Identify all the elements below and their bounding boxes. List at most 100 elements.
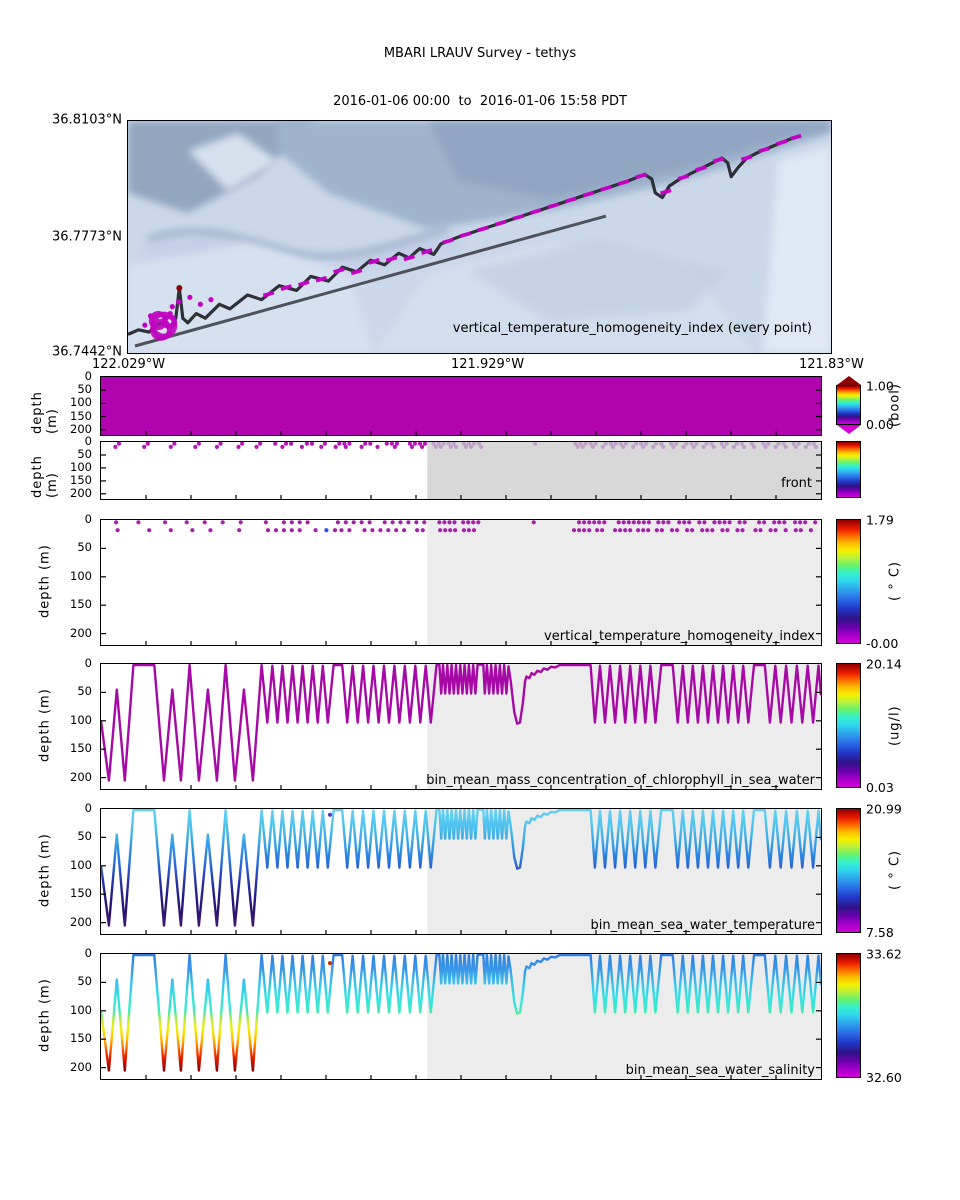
y-tick-label: 200 (70, 769, 92, 784)
bool-fill (101, 377, 821, 435)
y-tick-label: 200 (70, 1059, 92, 1074)
axis-ticks (101, 981, 821, 1079)
colorbar-max-label: 1.00 (866, 378, 894, 394)
y-tick-label: 50 (77, 540, 92, 555)
y-tick-label: 50 (77, 829, 92, 844)
profile-line (101, 954, 821, 1072)
night-shading (427, 520, 821, 645)
colorbar-unit-label: (ug/l) (887, 705, 903, 746)
plot-0 (100, 376, 822, 436)
colorbar-3 (836, 663, 861, 788)
colorbar-min-label: 7.58 (866, 924, 894, 940)
scatter-dots (113, 442, 819, 449)
panel-annotation: bin_mean_sea_water_temperature (590, 918, 815, 933)
y-tick-label: 0 (84, 946, 92, 960)
sample-dashes (262, 133, 802, 298)
y-tick-label: 100 (70, 712, 92, 727)
y-tick-label: 50 (77, 684, 92, 699)
y-tick-labels: 0 50 100 150 200 (58, 434, 96, 500)
colorbar-gradient (836, 519, 861, 644)
y-tick-label: 150 (70, 886, 92, 901)
y-tick-label: 150 (70, 1031, 92, 1046)
lon-label-right: 121.83°W (799, 357, 864, 372)
y-axis-label: depth (m) (30, 391, 60, 434)
colorbar-max-label: 20.14 (866, 656, 902, 672)
y-tick-label: 200 (70, 485, 92, 500)
y-tick-label: 100 (70, 857, 92, 872)
profile-line (101, 664, 821, 782)
y-tick-labels: 0 50 100 150 200 (58, 656, 96, 788)
y-tick-label: 200 (70, 914, 92, 929)
lat-label-bottom: 36.7442°N (52, 344, 122, 360)
colorbar-unit-label: (bool) (887, 383, 903, 427)
y-tick-labels: 0 50 100 150 200 (58, 369, 96, 436)
y-tick-label: 0 (84, 801, 92, 815)
map-annotation: vertical_temperature_homogeneity_index (… (452, 321, 812, 336)
night-shading (427, 442, 821, 499)
panel-annotation: vertical_temperature_homogeneity_index (544, 629, 815, 644)
y-tick-label: 200 (70, 625, 92, 640)
colorbar-max-label: 20.99 (866, 801, 902, 817)
y-tick-label: 100 (70, 459, 92, 474)
colorbar-gradient (836, 808, 861, 933)
colorbar-min-label: -0.00 (866, 635, 899, 651)
colorbar-gradient (836, 385, 861, 425)
stray-dot (328, 961, 332, 966)
loop-cluster (142, 294, 214, 341)
plot-2: vertical_temperature_homogeneity_index (100, 519, 822, 646)
colorbar-0 (836, 376, 861, 434)
panel-annotation: bin_mean_mass_concentration_of_chlorophy… (426, 773, 815, 788)
panel-annotation: bin_mean_sea_water_salinity (625, 1063, 815, 1078)
stray-dot (328, 812, 332, 817)
axis-ticks (101, 547, 821, 645)
y-tick-label: 50 (77, 974, 92, 989)
colorbar-min-label: 0.03 (866, 779, 894, 795)
colorbar-extend-top (836, 376, 861, 385)
axis-ticks (101, 454, 821, 499)
y-axis-label: depth (m) (37, 833, 53, 908)
y-tick-label: 100 (70, 568, 92, 583)
y-tick-label: 0 (84, 656, 92, 670)
axis-ticks (101, 836, 821, 934)
red-dot (176, 285, 183, 292)
y-tick-label: 100 (70, 395, 92, 410)
colorbar-1 (836, 441, 861, 498)
colorbar-gradient (836, 953, 861, 1078)
plot-3: bin_mean_mass_concentration_of_chlorophy… (100, 663, 822, 790)
scatter-dots (114, 520, 818, 533)
y-tick-label: 150 (70, 472, 92, 487)
y-tick-label: 150 (70, 408, 92, 423)
panel-annotation: front (781, 476, 812, 491)
colorbar-unit-label: ( ° C) (887, 561, 903, 602)
lon-label-mid: 121.929°W (451, 357, 525, 372)
y-tick-labels: 0 50 100 150 200 (58, 946, 96, 1078)
axis-ticks (101, 691, 821, 789)
y-tick-label: 150 (70, 597, 92, 612)
colorbar-max-label: 33.62 (866, 946, 902, 962)
aux-track-line (134, 214, 607, 348)
y-axis-label: depth (m) (30, 455, 60, 498)
plot-4: bin_mean_sea_water_temperature (100, 808, 822, 935)
colorbar-gradient (836, 663, 861, 788)
plot-1: front (100, 441, 822, 500)
profile-line (101, 809, 821, 927)
y-tick-label: 200 (70, 421, 92, 436)
lat-label-mid: 36.7773°N (52, 229, 122, 245)
vehicle-track-line (128, 134, 800, 336)
y-tick-labels: 0 50 100 150 200 (58, 801, 96, 933)
colorbar-min-label: 0.00 (866, 416, 894, 432)
time-range-pdt: 2016-01-06 00:00 to 2016-01-06 15:58 PDT (333, 94, 627, 109)
y-tick-label: 50 (77, 382, 92, 397)
colorbar-gradient (836, 441, 861, 498)
colorbar-min-label: 32.60 (866, 1069, 902, 1085)
map-svg (127, 120, 832, 354)
colorbar-max-label: 1.79 (866, 512, 894, 528)
lon-label-left: 122.029°W (92, 357, 166, 372)
colorbar-unit-label: ( ° C) (887, 850, 903, 891)
colorbar-4 (836, 808, 861, 933)
y-tick-label: 150 (70, 741, 92, 756)
plot-5: bin_mean_sea_water_salinity (100, 953, 822, 1080)
y-tick-label: 50 (77, 447, 92, 461)
figure-title: MBARI LRAUV Survey - tethys (383, 46, 577, 61)
